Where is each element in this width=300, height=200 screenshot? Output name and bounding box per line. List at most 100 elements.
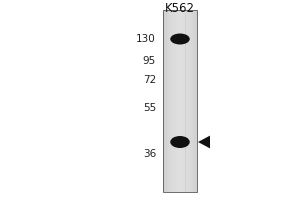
Bar [173, 10, 175, 192]
Bar [164, 169, 196, 172]
Bar [164, 76, 196, 78]
Bar [164, 30, 196, 33]
Text: 130: 130 [136, 34, 156, 44]
Bar [164, 81, 196, 83]
Bar [167, 10, 168, 192]
Bar [164, 49, 196, 51]
Bar [164, 174, 196, 176]
Text: 72: 72 [143, 75, 156, 85]
Bar [164, 74, 196, 76]
Bar [182, 10, 183, 192]
Bar [164, 131, 196, 133]
Bar [164, 37, 196, 40]
Bar [164, 126, 196, 128]
Bar [164, 106, 196, 108]
Bar [164, 128, 196, 131]
Bar [172, 10, 173, 192]
Bar [164, 117, 196, 119]
Bar [164, 65, 196, 67]
Bar [164, 178, 196, 181]
Bar [164, 156, 196, 158]
Bar [164, 90, 196, 92]
Bar [164, 149, 196, 151]
Bar [164, 12, 196, 15]
Bar [183, 10, 184, 192]
Bar [187, 10, 188, 192]
Bar [164, 19, 196, 21]
Bar [164, 15, 196, 17]
Bar [164, 176, 196, 178]
Bar [164, 51, 196, 53]
Ellipse shape [170, 136, 190, 148]
Bar [188, 10, 189, 192]
Bar [178, 10, 179, 192]
Bar [164, 135, 196, 137]
Bar [164, 108, 196, 110]
Bar [164, 87, 196, 90]
Bar [164, 142, 196, 144]
Bar [164, 83, 196, 85]
Bar [164, 153, 196, 156]
Bar [164, 10, 165, 192]
Bar [176, 10, 177, 192]
Text: K562: K562 [165, 2, 195, 16]
Bar [164, 146, 196, 149]
Ellipse shape [170, 33, 190, 45]
Bar [164, 133, 196, 135]
Bar [195, 10, 196, 192]
Bar [168, 10, 169, 192]
Bar [164, 112, 196, 115]
Text: 55: 55 [143, 103, 156, 113]
Bar [191, 10, 192, 192]
Bar [164, 160, 196, 162]
Bar [164, 119, 196, 121]
Bar [164, 10, 196, 12]
Bar [164, 42, 196, 44]
Text: 95: 95 [143, 56, 156, 66]
Bar [164, 115, 196, 117]
Bar [164, 71, 196, 74]
Bar [164, 124, 196, 126]
Bar [164, 185, 196, 187]
Bar [192, 10, 193, 192]
Bar [164, 60, 196, 62]
Bar [164, 167, 196, 169]
Bar [164, 33, 196, 35]
Bar [164, 85, 196, 87]
Polygon shape [198, 136, 210, 148]
Bar [190, 10, 191, 192]
Bar [164, 96, 196, 99]
Bar [164, 137, 196, 140]
Bar [164, 28, 196, 30]
Bar [164, 172, 196, 174]
Bar [164, 67, 196, 69]
Bar [164, 40, 196, 42]
Bar [164, 78, 196, 81]
Bar [165, 10, 166, 192]
Bar [164, 58, 196, 60]
Bar [164, 110, 196, 112]
Bar [189, 10, 190, 192]
Bar [170, 10, 171, 192]
Bar [164, 190, 196, 192]
Bar [164, 94, 196, 96]
Bar [164, 103, 196, 106]
Bar [166, 10, 167, 192]
Bar [164, 162, 196, 165]
Bar [164, 121, 196, 124]
Bar [164, 46, 196, 49]
Bar [164, 21, 196, 24]
Bar [193, 10, 194, 192]
Bar [164, 17, 196, 19]
Bar [164, 181, 196, 183]
Text: 36: 36 [143, 149, 156, 159]
Bar [164, 101, 196, 103]
Bar [164, 26, 196, 28]
Bar [164, 165, 196, 167]
Bar [164, 53, 196, 56]
Bar [164, 144, 196, 146]
Bar [164, 69, 196, 71]
Bar [194, 10, 195, 192]
Bar [164, 140, 196, 142]
Bar [185, 10, 187, 192]
